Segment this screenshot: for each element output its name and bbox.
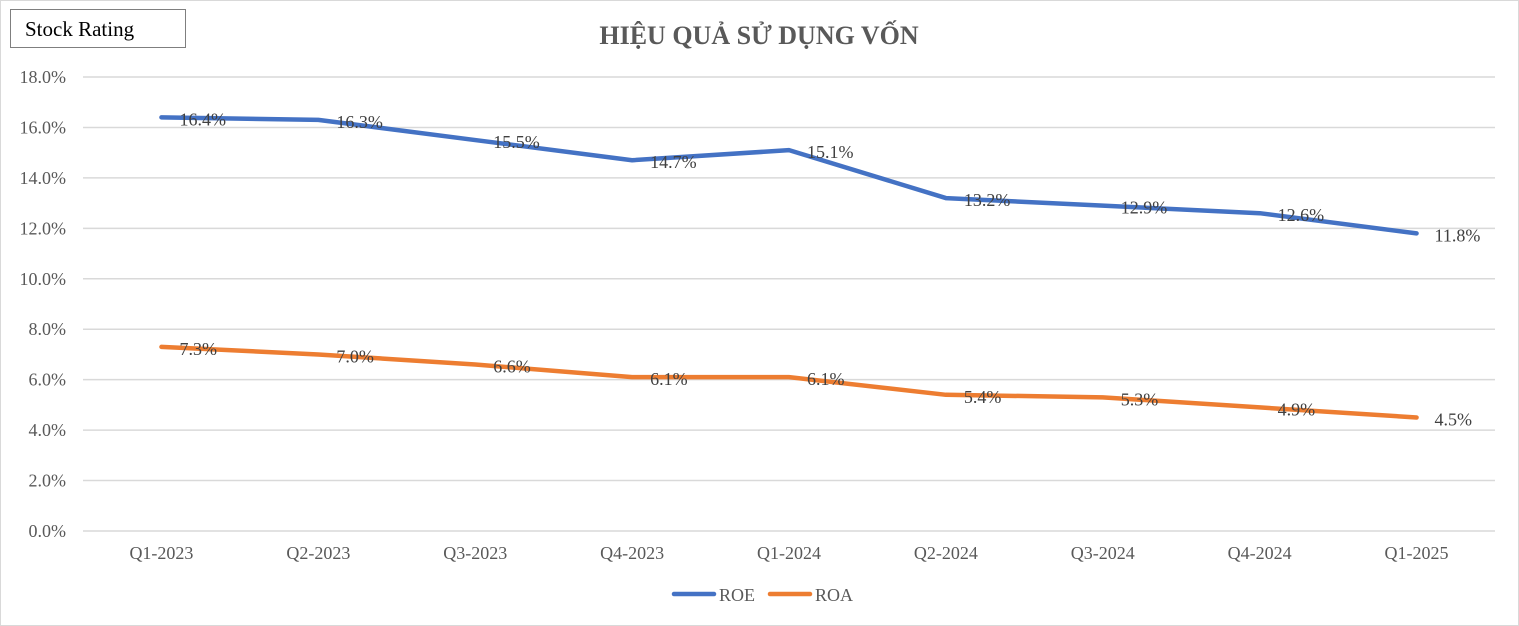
- data-label-roa: 7.0%: [336, 346, 374, 366]
- x-tick-label: Q1-2025: [1385, 543, 1449, 563]
- data-label-roe: 13.2%: [964, 190, 1011, 210]
- data-label-roa: 6.1%: [807, 369, 845, 389]
- data-labels: 16.4% 16.3% 15.5% 14.7% 15.1% 13.2% 12.9% 12.6%…: [179, 109, 1480, 429]
- data-label-roa: 6.1%: [650, 369, 688, 389]
- data-label-roe: 16.4%: [179, 109, 226, 129]
- y-tick-label: 4.0%: [29, 420, 67, 440]
- x-tick-label: Q4-2024: [1228, 543, 1292, 563]
- chart-title: HIỆU QUẢ SỬ DỤNG VỐN: [599, 21, 918, 50]
- x-tick-label: Q1-2023: [129, 543, 193, 563]
- data-label-roe: 15.5%: [493, 132, 540, 152]
- legend-label-roe: ROE: [719, 585, 755, 605]
- data-label-roe: 11.8%: [1435, 225, 1481, 245]
- x-tick-label: Q3-2023: [443, 543, 507, 563]
- data-label-roa: 4.5%: [1435, 410, 1473, 430]
- gridlines: [83, 76, 1495, 532]
- data-label-roa: 6.6%: [493, 357, 531, 377]
- y-tick-label: 14.0%: [20, 168, 67, 188]
- data-label-roe: 12.9%: [1121, 198, 1168, 218]
- data-label-roa: 5.3%: [1121, 389, 1159, 409]
- stock-rating-badge: Stock Rating: [10, 9, 186, 48]
- legend: ROE ROA: [671, 585, 853, 605]
- x-tick-label: Q2-2024: [914, 543, 978, 563]
- y-tick-label: 8.0%: [29, 319, 67, 339]
- y-tick-label: 6.0%: [29, 370, 67, 390]
- y-tick-label: 12.0%: [20, 218, 67, 238]
- x-tick-label: Q4-2023: [600, 543, 664, 563]
- data-label-roe: 14.7%: [650, 152, 697, 172]
- y-tick-label: 16.0%: [20, 117, 67, 137]
- x-tick-label: Q3-2024: [1071, 543, 1135, 563]
- x-tick-label: Q2-2023: [286, 543, 350, 563]
- data-label-roa: 4.9%: [1278, 399, 1316, 419]
- data-label-roa: 5.4%: [964, 387, 1002, 407]
- x-tick-label: Q1-2024: [757, 543, 821, 563]
- y-tick-label: 0.0%: [29, 521, 67, 541]
- data-label-roe: 12.6%: [1278, 205, 1325, 225]
- y-tick-label: 18.0%: [20, 67, 67, 87]
- y-tick-label: 10.0%: [20, 269, 67, 289]
- series-line-roe: [159, 115, 1419, 236]
- y-axis: 0.0% 2.0% 4.0% 6.0% 8.0% 10.0% 12.0% 14.0% 16.0%…: [20, 67, 67, 541]
- series-line-roa: [159, 344, 1419, 420]
- y-tick-label: 2.0%: [29, 471, 67, 491]
- data-label-roe: 16.3%: [336, 112, 383, 132]
- series-lines: [159, 115, 1419, 420]
- legend-label-roa: ROA: [815, 585, 853, 605]
- data-label-roa: 7.3%: [179, 339, 217, 359]
- data-label-roe: 15.1%: [807, 142, 854, 162]
- x-axis: Q1-2023 Q2-2023 Q3-2023 Q4-2023 Q1-2024 Q2-20…: [129, 543, 1448, 563]
